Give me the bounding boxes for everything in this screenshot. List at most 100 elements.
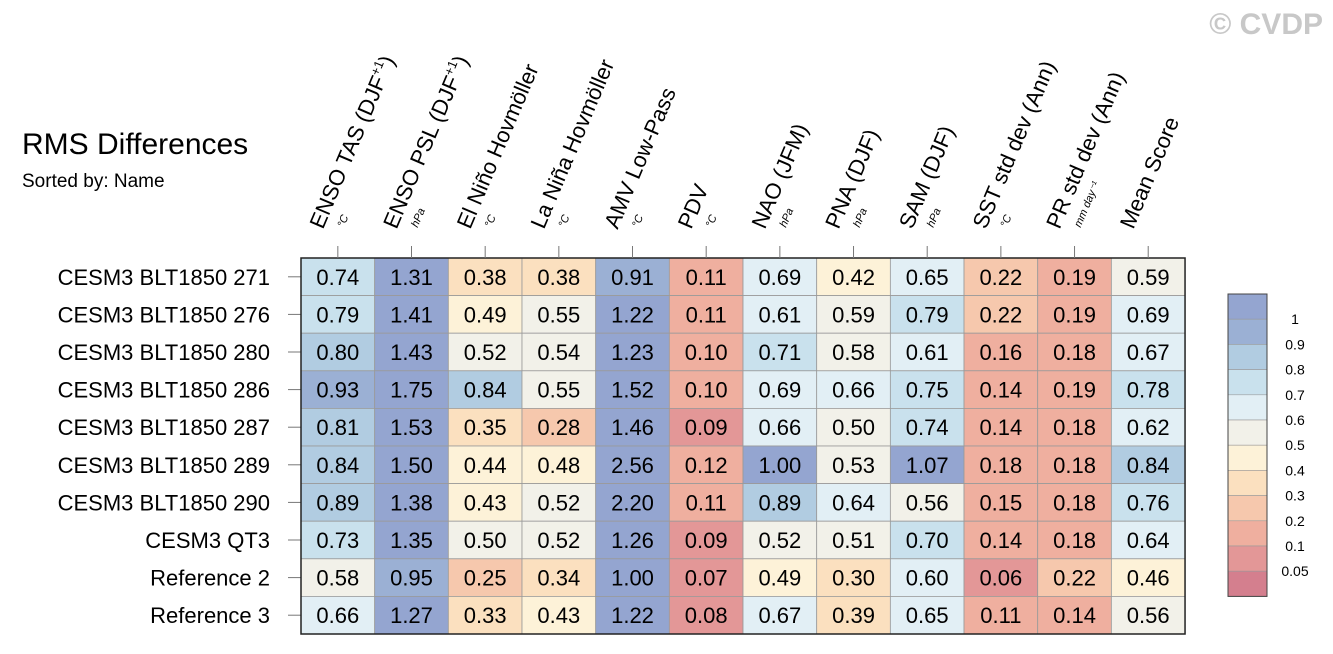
chart-subtitle: Sorted by: Name	[22, 171, 165, 192]
colorbar-segment	[1227, 369, 1268, 396]
heatmap-cell	[668, 445, 744, 484]
column-label: El Niño Hovmöller	[452, 60, 544, 232]
heatmap-cell	[447, 483, 523, 522]
colorbar-label: 0.8	[1285, 362, 1305, 378]
cell-value: 0.22	[979, 265, 1022, 290]
column-unit: °C	[483, 213, 499, 229]
cell-value: 0.14	[979, 528, 1022, 553]
heatmap-cell	[668, 596, 744, 635]
heatmap-cell	[521, 407, 597, 447]
cell-value: 0.33	[464, 603, 507, 628]
cell-value: 0.64	[1127, 528, 1170, 553]
cell-value: 0.18	[1053, 490, 1096, 515]
cell-value: 0.59	[1127, 265, 1170, 290]
heatmap-cell	[595, 332, 670, 372]
cell-value: 0.52	[537, 490, 580, 515]
heatmap-cell	[816, 483, 891, 522]
heatmap-cell	[1110, 596, 1186, 635]
cell-value: 0.18	[1053, 528, 1096, 553]
cell-value: 1.53	[390, 415, 433, 440]
cell-value: 0.51	[832, 528, 875, 553]
heatmap-cell	[1037, 295, 1112, 334]
cell-value: 0.15	[979, 490, 1022, 515]
heatmap-cell	[374, 407, 449, 447]
heatmap-cell	[521, 558, 597, 597]
heatmap-cell	[374, 370, 449, 409]
cell-value: 0.53	[832, 453, 875, 478]
cell-value: 0.46	[1127, 566, 1170, 591]
colorbar-label: 0.9	[1285, 336, 1305, 352]
heatmap-cell	[668, 558, 744, 597]
cell-value: 0.65	[906, 603, 949, 628]
column-unit: hPa	[409, 206, 428, 229]
heatmap-cell	[300, 483, 376, 522]
heatmap-cell	[1110, 370, 1186, 409]
heatmap-cell	[447, 596, 523, 635]
colorbar-label: 0.2	[1285, 513, 1305, 529]
cell-value: 0.66	[758, 415, 801, 440]
column-unit: hPa	[925, 206, 944, 229]
cell-value: 0.30	[832, 566, 875, 591]
colorbar-segment	[1227, 495, 1268, 522]
cell-value: 0.43	[537, 603, 580, 628]
cell-value: 0.12	[685, 453, 728, 478]
colorbar-segment	[1227, 570, 1268, 597]
cell-value: 1.43	[390, 340, 433, 365]
colorbar-segment	[1227, 293, 1268, 320]
cell-value: 0.35	[464, 415, 507, 440]
heatmap-cell	[889, 558, 965, 597]
cell-value: 0.80	[316, 340, 359, 365]
heatmap-cell	[374, 520, 449, 560]
row-label: CESM3 QT3	[145, 528, 270, 553]
heatmap-cell	[595, 483, 670, 522]
cell-value: 0.39	[832, 603, 875, 628]
cell-value: 1.31	[390, 265, 433, 290]
heatmap-cell	[742, 483, 818, 522]
cell-value: 0.55	[537, 378, 580, 403]
heatmap-cell	[1110, 483, 1186, 522]
cell-value: 0.50	[832, 415, 875, 440]
column-unit: hPa	[851, 206, 870, 229]
cell-value: 0.61	[758, 302, 801, 327]
heatmap-cell	[963, 596, 1039, 635]
heatmap-cell	[1037, 520, 1112, 560]
colorbar-segment	[1227, 545, 1268, 572]
cell-value: 0.44	[464, 453, 507, 478]
heatmap-cell	[816, 520, 891, 560]
cell-value: 0.61	[906, 340, 949, 365]
colorbar-label: 0.3	[1285, 488, 1305, 504]
heatmap-cell	[742, 596, 818, 635]
cell-value: 0.89	[758, 490, 801, 515]
column-unit: °C	[630, 213, 646, 229]
cell-value: 0.62	[1127, 415, 1170, 440]
heatmap-cell	[300, 558, 376, 597]
heatmap-cell	[1037, 332, 1112, 372]
heatmap-cell	[816, 407, 891, 447]
cell-value: 0.58	[832, 340, 875, 365]
cell-value: 0.66	[832, 378, 875, 403]
heatmap-cell	[447, 370, 523, 409]
cell-value: 0.58	[316, 566, 359, 591]
heatmap-frame	[300, 257, 1186, 635]
heatmap-cell	[300, 445, 376, 484]
heatmap-cell	[595, 295, 670, 334]
cell-value: 0.76	[1127, 490, 1170, 515]
cell-value: 0.28	[537, 415, 580, 440]
watermark: © CVDP	[1209, 8, 1323, 41]
heatmap-cell	[668, 370, 744, 409]
heatmap-cell	[816, 332, 891, 372]
heatmap-cell	[963, 445, 1039, 484]
heatmap-cell	[595, 445, 670, 484]
heatmap-cell	[889, 332, 965, 372]
row-label: CESM3 BLT1850 276	[58, 302, 270, 327]
heatmap-cell	[300, 332, 376, 372]
cell-value: 0.19	[1053, 265, 1096, 290]
cell-value: 0.70	[906, 528, 949, 553]
heatmap-cell	[742, 295, 818, 334]
heatmap-cell	[816, 257, 891, 296]
cell-value: 0.49	[464, 302, 507, 327]
column-unit: °C	[999, 213, 1015, 229]
cell-value: 1.07	[906, 453, 949, 478]
heatmap-cell	[374, 295, 449, 334]
cell-value: 1.00	[758, 453, 801, 478]
